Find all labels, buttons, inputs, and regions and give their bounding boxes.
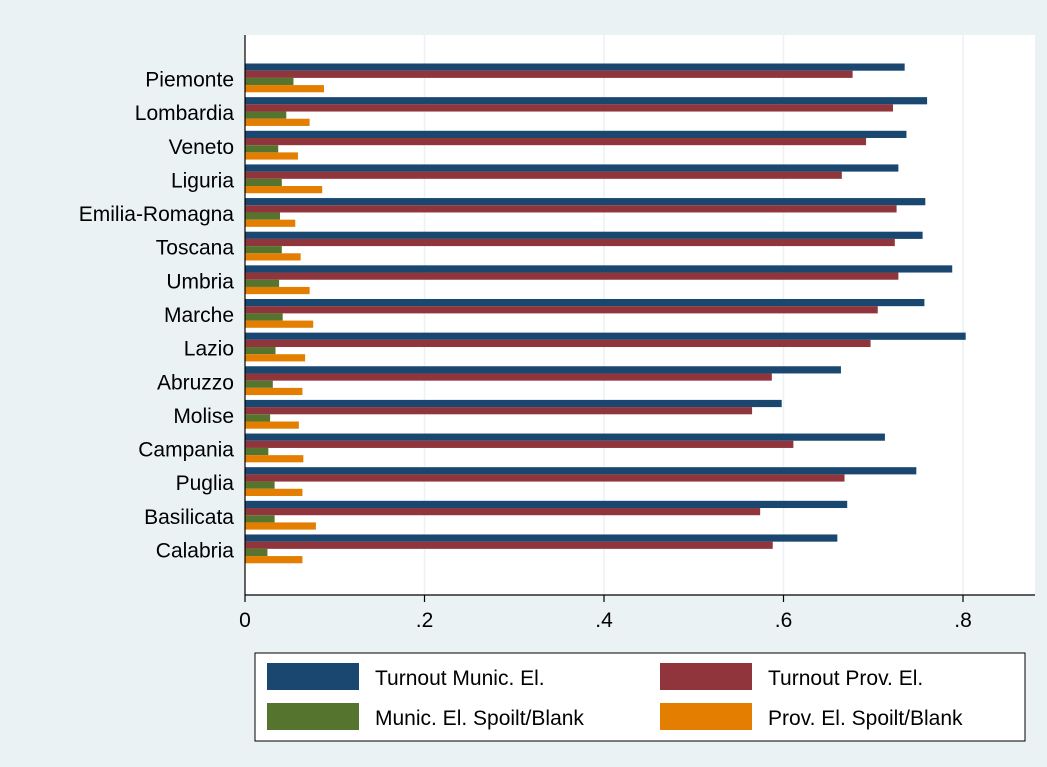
- x-tick-label: 0: [239, 609, 251, 632]
- bar: [245, 556, 303, 564]
- x-tick-label: .8: [954, 609, 972, 632]
- legend-box: [254, 652, 1026, 742]
- bar: [245, 380, 273, 388]
- bar: [245, 70, 853, 78]
- bar: [245, 414, 271, 422]
- bar: [245, 399, 782, 408]
- bar: [245, 137, 867, 146]
- category-label: Molise: [173, 405, 234, 428]
- bar: [245, 387, 303, 396]
- bar: [245, 178, 282, 187]
- bar: [245, 246, 282, 254]
- bar: [245, 354, 306, 362]
- bar: [245, 219, 296, 227]
- bar: [245, 118, 310, 126]
- bar: [245, 320, 314, 328]
- legend-label: Munic. El. Spoilt/Blank: [375, 707, 584, 730]
- category-label: Veneto: [169, 136, 234, 159]
- bar: [245, 332, 966, 340]
- bar: [245, 205, 897, 213]
- category-label: Campania: [138, 439, 234, 462]
- x-tick-label: .4: [595, 609, 613, 632]
- bar: [245, 407, 753, 415]
- legend-swatch: [660, 663, 752, 690]
- bar: [245, 164, 899, 172]
- bar: [245, 548, 268, 557]
- bar: [245, 373, 772, 381]
- bar: [245, 238, 895, 247]
- bar: [245, 313, 283, 321]
- category-label: Liguria: [171, 169, 234, 192]
- x-tick-label: .6: [775, 609, 793, 632]
- legend-label: Prov. El. Spoilt/Blank: [768, 707, 963, 730]
- bar: [245, 186, 323, 194]
- category-label: Toscana: [156, 237, 235, 260]
- bar: [245, 97, 928, 105]
- category-label: Umbria: [166, 270, 234, 293]
- bar: [245, 347, 276, 355]
- bar: [245, 515, 275, 523]
- legend-swatch: [267, 703, 359, 730]
- bar: [245, 534, 838, 542]
- x-tick-label: .2: [416, 609, 434, 632]
- category-label: Calabria: [156, 539, 235, 562]
- bar: [245, 265, 953, 273]
- category-label: Emilia-Romagna: [79, 203, 235, 226]
- legend-swatch: [660, 703, 752, 730]
- bar: [245, 474, 845, 482]
- bar: [245, 467, 917, 475]
- bar: [245, 421, 299, 429]
- legend-label: Turnout Prov. El.: [768, 667, 923, 690]
- category-label: Puglia: [176, 472, 235, 495]
- bar: [245, 500, 848, 509]
- bar: [245, 286, 310, 295]
- bar: [245, 130, 907, 138]
- bar: [245, 488, 303, 496]
- category-label: Lazio: [184, 338, 234, 361]
- bar: [245, 298, 925, 307]
- legend-swatch: [267, 663, 359, 690]
- category-label: Abruzzo: [157, 371, 234, 394]
- bar: [245, 481, 275, 489]
- bar: [245, 455, 304, 463]
- bar: [245, 272, 899, 280]
- bar: [245, 306, 878, 314]
- bar: [245, 104, 893, 112]
- bar: [245, 522, 316, 530]
- bar: [245, 85, 324, 93]
- bar: [245, 440, 794, 448]
- bar: [245, 231, 923, 239]
- bar: [245, 111, 287, 119]
- bar: [245, 508, 761, 516]
- bar: [245, 152, 298, 160]
- bar: [245, 541, 773, 549]
- category-label: Lombardia: [135, 102, 235, 125]
- bar: [245, 198, 926, 206]
- bar: [245, 447, 269, 456]
- bar: [245, 339, 871, 348]
- bar: [245, 366, 841, 374]
- bar: [245, 433, 885, 441]
- bar: [245, 63, 905, 71]
- bar: [245, 145, 279, 153]
- bar: [245, 171, 842, 179]
- category-label: Marche: [164, 304, 234, 327]
- bar: [245, 212, 281, 220]
- category-label: Piemonte: [145, 69, 234, 92]
- bar: [245, 77, 294, 86]
- bar: [245, 279, 280, 287]
- bar: [245, 253, 301, 261]
- legend-label: Turnout Munic. El.: [375, 667, 545, 690]
- category-label: Basilicata: [144, 506, 234, 529]
